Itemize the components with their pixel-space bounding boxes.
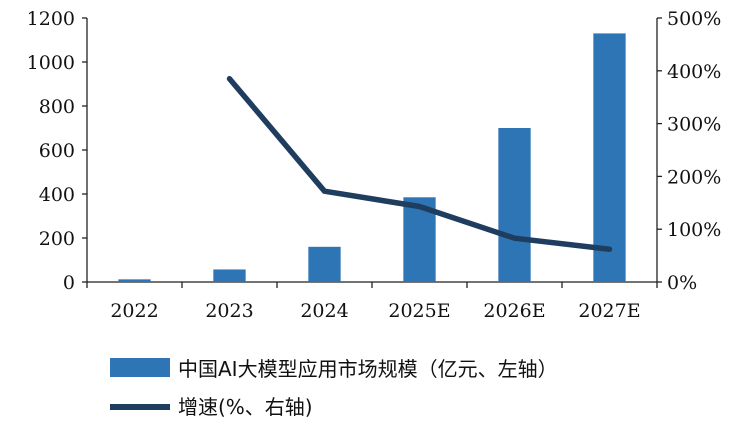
legend: 中国AI大模型应用市场规模（亿元、左轴） 增速(%、右轴): [110, 357, 558, 419]
legend-line-label: 增速(%、右轴): [178, 395, 313, 419]
y-left-tick-label: 0: [63, 272, 75, 294]
y-right-tick-labels: 0% 100% 200% 300% 400% 500%: [657, 8, 721, 294]
x-tick-label: 2022: [110, 300, 158, 322]
legend-bar-swatch: [110, 358, 170, 377]
y-left-tick-label: 400: [39, 184, 75, 206]
bar: [118, 279, 151, 282]
x-tick-labels: 2022 2023 2024 2025E 2026E 2027E: [86, 282, 658, 322]
y-left-tick-label: 1000: [27, 52, 75, 74]
x-tick-label: 2023: [205, 300, 253, 322]
bar: [593, 33, 626, 283]
bar: [308, 246, 341, 282]
y-right-tick-label: 200%: [667, 166, 721, 188]
y-right-tick-label: 0%: [667, 272, 697, 294]
y-left-tick-label: 600: [39, 140, 75, 162]
growth-line: [226, 75, 613, 253]
x-tick-label: 2027E: [578, 300, 640, 322]
bar: [213, 269, 246, 282]
x-tick-label: 2026E: [483, 300, 545, 322]
bar: [498, 128, 531, 282]
y-right-tick-label: 400%: [667, 61, 721, 83]
y-right-tick-label: 100%: [667, 219, 721, 241]
y-left-tick-label: 1200: [27, 8, 75, 30]
y-left-tick-labels: 0 200 400 600 800 1000 1200: [27, 8, 87, 294]
x-tick-label: 2024: [300, 300, 348, 322]
y-right-tick-label: 500%: [667, 8, 721, 30]
y-left-tick-label: 800: [39, 96, 75, 118]
y-left-tick-label: 200: [39, 228, 75, 250]
legend-bar-label: 中国AI大模型应用市场规模（亿元、左轴）: [178, 357, 558, 381]
x-tick-label: 2025E: [388, 300, 450, 322]
y-right-tick-label: 300%: [667, 114, 721, 136]
